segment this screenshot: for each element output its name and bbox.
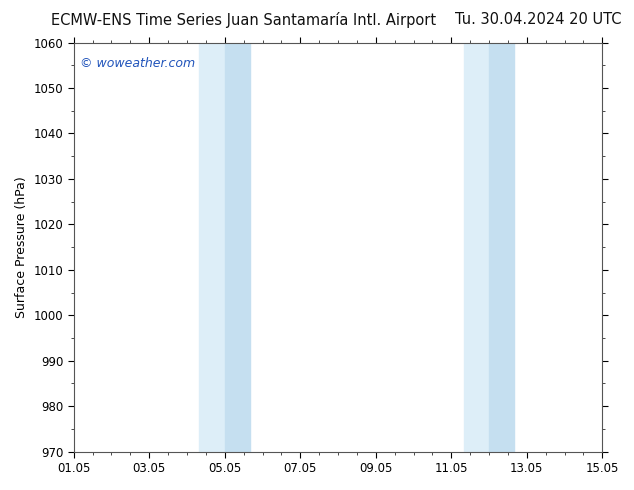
Y-axis label: Surface Pressure (hPa): Surface Pressure (hPa) (15, 176, 28, 318)
Text: Tu. 30.04.2024 20 UTC: Tu. 30.04.2024 20 UTC (455, 12, 621, 27)
Bar (200, 43, 224, 452)
Text: ECMW-ENS Time Series Juan Santamaría Intl. Airport: ECMW-ENS Time Series Juan Santamaría Int… (51, 12, 436, 28)
Bar (489, 43, 514, 452)
Bar (224, 43, 250, 452)
Text: © woweather.com: © woweather.com (80, 57, 195, 70)
Bar (463, 43, 489, 452)
